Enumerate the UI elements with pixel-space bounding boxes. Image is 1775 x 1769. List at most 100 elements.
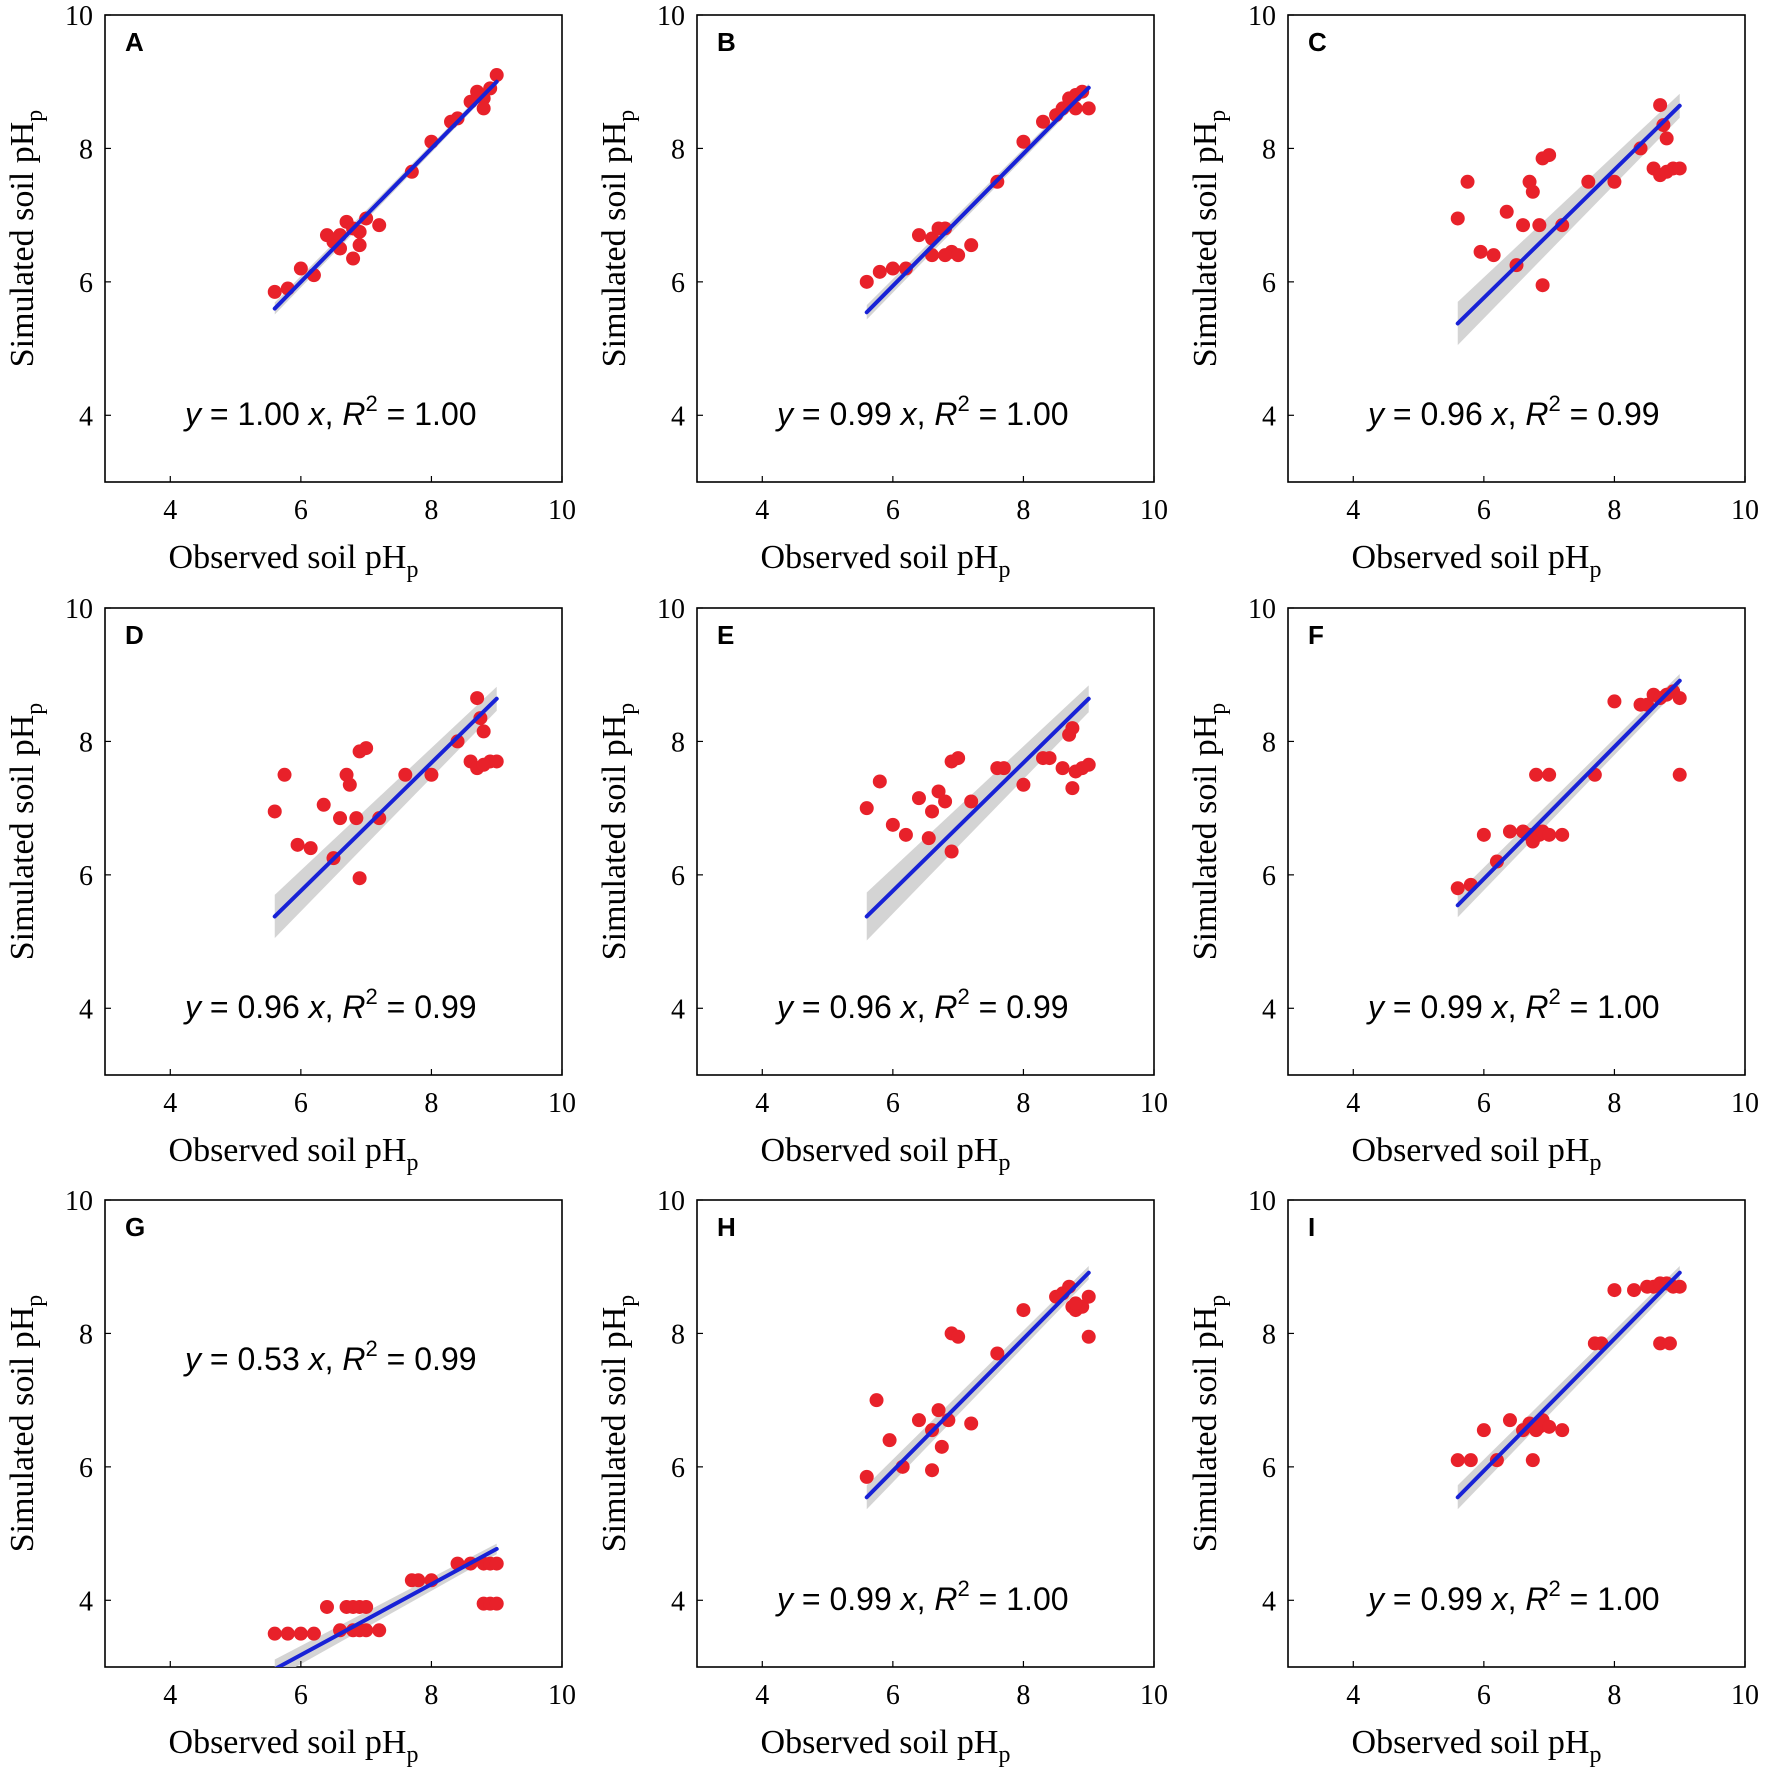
fit-line: [272, 79, 499, 311]
x-tick-label: 10: [1731, 495, 1759, 526]
y-tick-label: 10: [1248, 1, 1276, 32]
y-tick-label: 4: [1262, 401, 1276, 432]
data-point: [898, 827, 913, 842]
data-point: [885, 817, 900, 832]
x-tick-label: 6: [886, 495, 900, 526]
data-point: [319, 1599, 334, 1614]
data-point: [1656, 118, 1671, 133]
regression-equation: y = 0.96 x, R2 = 0.99: [775, 984, 1069, 1025]
y-tick-label: 4: [79, 1586, 93, 1617]
data-point: [1065, 781, 1080, 796]
y-tick-label: 4: [79, 401, 93, 432]
data-point: [489, 1556, 504, 1571]
x-axis-label: Observed soil pHp: [169, 1724, 419, 1768]
panel-letter: D: [125, 620, 144, 650]
y-tick-label: 8: [671, 1319, 685, 1350]
data-point: [1529, 767, 1544, 782]
y-tick-label: 4: [671, 1586, 685, 1617]
data-point: [1016, 1303, 1031, 1318]
x-axis-label: Observed soil pHp: [761, 1724, 1011, 1768]
data-point: [1653, 1336, 1668, 1351]
panel-e: 4 6 8 10 4 6 8 10 Ey = 0.96 x, R2 = 0.99 Observed…: [596, 594, 1168, 1176]
y-tick-label: 10: [657, 1, 685, 32]
plot-area: [267, 68, 504, 315]
data-point: [476, 724, 491, 739]
data-point: [316, 797, 331, 812]
panel-c: 4 6 8 10 4 6 8 10 Cy = 0.96 x, R2 = 0.99 Observed…: [1187, 1, 1759, 583]
data-point: [1081, 1289, 1096, 1304]
x-tick-label: 6: [886, 1680, 900, 1711]
y-tick-label: 8: [1262, 1319, 1276, 1350]
x-tick-label: 4: [163, 495, 177, 526]
data-point: [424, 767, 439, 782]
x-tick-label: 4: [1346, 495, 1360, 526]
x-tick-label: 10: [1140, 1680, 1168, 1711]
data-point: [1535, 278, 1550, 293]
data-point: [964, 238, 979, 253]
data-point: [1476, 1423, 1491, 1438]
x-tick-label: 10: [548, 495, 576, 526]
y-tick-label: 6: [1262, 1453, 1276, 1484]
data-point: [1542, 1419, 1557, 1434]
data-point: [1672, 691, 1687, 706]
data-point: [352, 871, 367, 886]
plot-area: [1450, 674, 1687, 918]
data-point: [1672, 767, 1687, 782]
data-point: [951, 751, 966, 766]
x-tick-label: 4: [163, 1088, 177, 1119]
fit-line: [1455, 103, 1682, 326]
data-point: [303, 841, 318, 856]
y-tick-label: 8: [79, 134, 93, 165]
data-point: [306, 1626, 321, 1641]
fit-line: [274, 1546, 499, 1667]
data-point: [372, 218, 387, 233]
x-tick-label: 6: [886, 1088, 900, 1119]
x-tick-label: 10: [1140, 495, 1168, 526]
data-point: [1607, 1283, 1622, 1298]
y-axis-label: Simulated soil pHp: [596, 703, 640, 961]
data-point: [1542, 767, 1557, 782]
x-tick-label: 6: [294, 1088, 308, 1119]
x-tick-label: 10: [1731, 1088, 1759, 1119]
y-axis-label: Simulated soil pHp: [596, 1295, 640, 1553]
regression-equation: y = 0.99 x, R2 = 1.00: [1366, 984, 1660, 1025]
data-point: [882, 1433, 897, 1448]
data-point: [450, 111, 465, 126]
y-tick-label: 6: [671, 1453, 685, 1484]
confidence-band: [1457, 93, 1680, 346]
data-point: [1672, 1279, 1687, 1294]
panel-h: 4 6 8 10 4 6 8 10 Hy = 0.99 x, R2 = 1.00 Observed…: [596, 1186, 1168, 1768]
y-axis-label: Simulated soil pHp: [4, 110, 48, 368]
data-point: [911, 1413, 926, 1428]
x-tick-label: 4: [755, 1680, 769, 1711]
y-tick-label: 10: [1248, 1186, 1276, 1217]
x-tick-label: 4: [755, 1088, 769, 1119]
x-tick-label: 8: [1607, 1088, 1621, 1119]
x-axis-label: Observed soil pHp: [1352, 1132, 1602, 1176]
x-tick-label: 8: [424, 495, 438, 526]
data-point: [996, 761, 1011, 776]
x-axis-label: Observed soil pHp: [761, 539, 1011, 583]
data-point: [859, 1469, 874, 1484]
y-tick-label: 6: [79, 268, 93, 299]
data-point: [359, 1599, 374, 1614]
y-tick-label: 8: [1262, 727, 1276, 758]
panel-g: 4 6 8 10 4 6 8 10 Gy = 0.53 x, R2 = 0.99 Observed…: [4, 1186, 576, 1768]
data-point: [290, 837, 305, 852]
plot-area: [859, 1266, 1096, 1510]
y-tick-label: 4: [1262, 994, 1276, 1025]
data-point: [1542, 827, 1557, 842]
data-point: [859, 274, 874, 289]
y-tick-label: 8: [671, 727, 685, 758]
x-tick-label: 8: [1607, 1680, 1621, 1711]
data-point: [470, 691, 485, 706]
data-point: [489, 68, 504, 83]
data-point: [293, 261, 308, 276]
data-point: [898, 261, 913, 276]
data-point: [951, 248, 966, 263]
fit-line: [1455, 678, 1682, 908]
data-point: [931, 784, 946, 799]
data-point: [869, 1393, 884, 1408]
data-point: [489, 1596, 504, 1611]
plot-area: [859, 685, 1096, 941]
